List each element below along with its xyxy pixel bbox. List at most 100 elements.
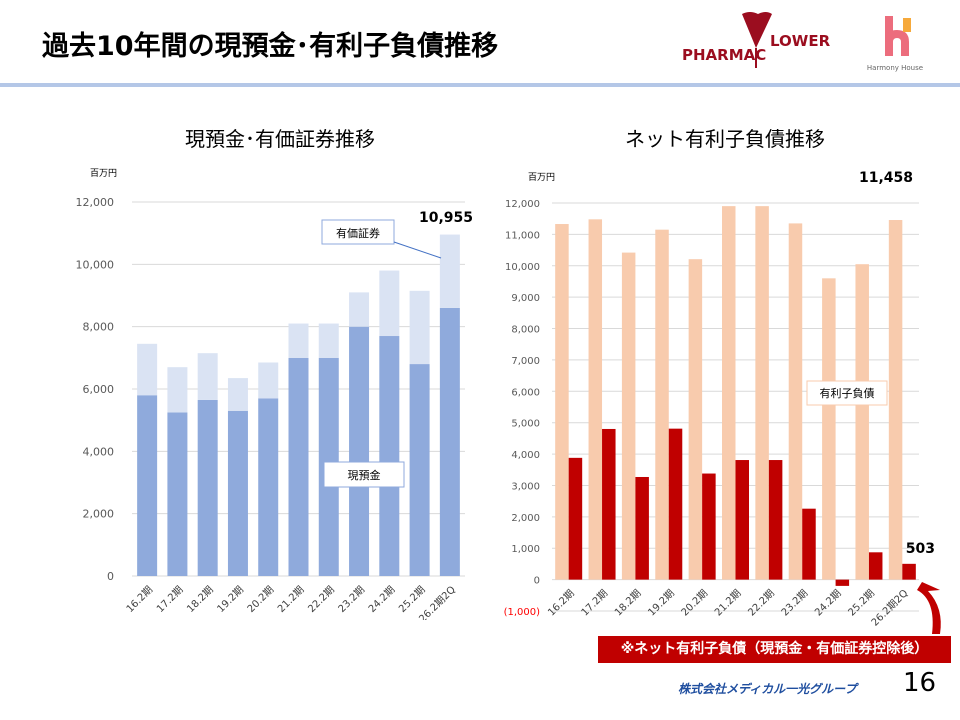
svg-text:Harmony House: Harmony House: [867, 64, 923, 72]
x-tick-label: 19.2期: [215, 584, 246, 615]
x-tick-label: 26.2期2Q: [869, 587, 910, 628]
net-debt-bar: [868, 552, 883, 580]
x-tick-label: 21.2期: [275, 584, 306, 615]
cash-bar: [288, 357, 309, 576]
harmony-house-logo: Harmony House: [867, 16, 923, 72]
securities-bar: [409, 290, 430, 365]
y-tick-label: 2,000: [511, 513, 540, 524]
header-divider: [0, 83, 960, 87]
debt-bar: [855, 264, 869, 580]
x-tick-label: 16.2期: [124, 584, 155, 615]
y-tick-label: 9,000: [511, 293, 540, 304]
y-tick-label: 0: [534, 576, 540, 587]
y-tick-label: 7,000: [511, 356, 540, 367]
pharmac-flower-logo: PHARMAC LOWER: [682, 12, 831, 68]
y-tick-label: 6,000: [83, 383, 115, 396]
company-logo: 株式会社メディカル一光グループ: [678, 682, 857, 696]
net-debt-chart: 百万円 (1,000) 0 1,000 2,000 3,000 4,000 5,000 6,00…: [504, 170, 941, 634]
cash-legend-label: 現預金: [348, 468, 381, 482]
debt-bar: [888, 220, 903, 580]
securities-bar: [137, 343, 158, 396]
unit-label: 百万円: [528, 172, 555, 183]
securities-bar: [318, 323, 339, 358]
svg-text:LOWER: LOWER: [770, 32, 831, 50]
securities-bar: [288, 323, 309, 358]
y-tick-label: 3,000: [511, 481, 540, 492]
x-tick-label: 18.2期: [612, 587, 643, 618]
arrow-icon: [912, 582, 941, 634]
y-tick-label: 12,000: [505, 199, 540, 210]
net-debt-bar: [835, 579, 850, 586]
securities-callout: [321, 219, 395, 245]
securities-bar: [258, 362, 279, 399]
cash-bar: [349, 326, 370, 576]
net-debt-bar: [902, 563, 916, 580]
net-debt-bar: [735, 460, 749, 580]
debt-bar: [755, 206, 769, 580]
net-debt-data-label: 503: [906, 541, 935, 557]
x-tick-label: 24.2期: [366, 584, 397, 615]
debt-legend-label: 有利子負債: [820, 386, 875, 400]
net-debt-bar: [768, 460, 783, 580]
x-tick-label: 16.2期: [546, 587, 577, 618]
unit-label: 百万円: [90, 168, 117, 179]
chart-title-cash: 現預金･有価証券推移: [185, 127, 375, 151]
y-tick-label: 10,000: [76, 258, 115, 271]
cash-bar: [409, 364, 430, 576]
y-tick-label: 8,000: [83, 321, 115, 334]
y-tick-label: 6,000: [511, 387, 540, 398]
cash-bar: [167, 412, 188, 576]
cash-bar: [137, 395, 158, 576]
x-tick-label: 17.2期: [579, 587, 610, 618]
net-debt-bar: [702, 473, 716, 580]
x-tick-label: 22.2期: [746, 587, 777, 618]
page-title: 過去10年間の現預金･有利子負債推移: [42, 31, 499, 62]
y-tick-label: 0: [107, 570, 114, 583]
total-data-label: 10,955: [419, 210, 473, 226]
securities-bar: [379, 270, 400, 337]
securities-bar: [439, 234, 460, 308]
securities-legend-label: 有価証券: [336, 226, 380, 240]
debt-data-label: 11,458: [859, 170, 913, 186]
debt-bar: [822, 278, 836, 580]
x-tick-label: 24.2期: [812, 587, 843, 618]
x-tick-label: 17.2期: [154, 584, 185, 615]
x-tick-label: 22.2期: [306, 584, 337, 615]
debt-callout: [806, 380, 888, 406]
cash-bar: [379, 336, 400, 576]
debt-bar: [555, 224, 569, 580]
net-debt-bar: [668, 428, 683, 580]
y-tick-label: (1,000): [504, 607, 541, 618]
debt-bar: [688, 259, 703, 580]
y-tick-label: 12,000: [76, 196, 115, 209]
x-tick-label: 20.2期: [679, 587, 710, 618]
x-tick-label: 25.2期: [846, 587, 877, 618]
cash-bar: [439, 307, 460, 576]
y-tick-label: 4,000: [511, 450, 540, 461]
callout-leader: [393, 241, 442, 259]
securities-bar: [349, 292, 370, 327]
securities-bar: [197, 353, 218, 400]
net-debt-bar: [802, 508, 816, 580]
net-debt-bar: [635, 476, 649, 580]
cash-securities-chart: 百万円 0 2,000 4,000 6,000 8,000 10,000 12,000 16.2…: [76, 168, 474, 620]
y-tick-label: 2,000: [83, 508, 115, 521]
y-tick-label: 10,000: [505, 262, 540, 273]
svg-text:PHARMAC: PHARMAC: [682, 46, 766, 64]
securities-bar: [167, 367, 188, 413]
securities-bar: [227, 378, 248, 411]
y-tick-label: 1,000: [511, 544, 540, 555]
chart-title-net-debt: ネット有利子負債推移: [625, 127, 825, 151]
x-tick-label: 23.2期: [336, 584, 367, 615]
x-tick-label: 19.2期: [646, 587, 677, 618]
x-tick-label: 20.2期: [245, 584, 276, 615]
net-debt-bar: [568, 457, 583, 580]
net-debt-note: ※ネット有利子負債（現預金・有価証券控除後）: [598, 636, 951, 663]
debt-bar: [621, 252, 636, 580]
y-tick-label: 5,000: [511, 419, 540, 430]
y-tick-label: 4,000: [83, 445, 115, 458]
debt-bar: [722, 206, 736, 580]
page-number: 16: [903, 668, 937, 698]
debt-bar: [788, 223, 803, 580]
debt-bar: [655, 229, 669, 580]
